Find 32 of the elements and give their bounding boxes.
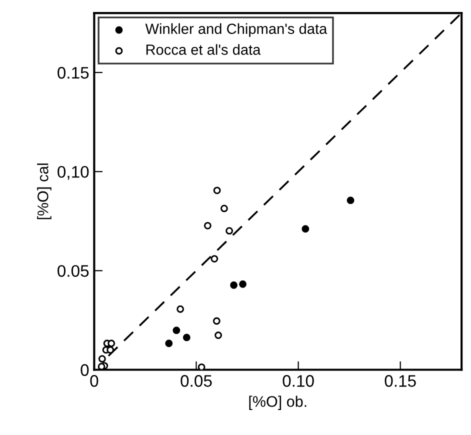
point	[204, 222, 212, 230]
point	[212, 317, 220, 325]
y-tick-label: 0.15	[58, 66, 89, 79]
point	[176, 305, 184, 313]
point	[210, 255, 218, 262]
x-axis-title: [%O] ob.	[249, 396, 306, 410]
point	[172, 326, 180, 334]
x-tick-label: 0.05	[180, 375, 212, 387]
point	[226, 227, 234, 235]
y-tick-label: 0,10	[58, 166, 89, 180]
y-tick-label: 0	[80, 364, 89, 376]
x-tick-label: 0	[90, 375, 98, 387]
point	[213, 186, 221, 194]
point	[98, 362, 106, 370]
y-axis-title: [%O] cal	[37, 164, 52, 220]
point	[98, 355, 106, 363]
legend-label: Winkler and Chipman's data	[145, 23, 328, 37]
point	[220, 204, 228, 212]
legend-label: Rocca et al's data	[146, 44, 261, 55]
point	[230, 281, 238, 289]
point	[165, 340, 173, 348]
point	[302, 225, 310, 233]
point	[214, 332, 222, 339]
point	[108, 340, 116, 348]
point	[346, 196, 354, 204]
point	[182, 334, 190, 342]
y-tick-label: 0.05	[58, 265, 89, 277]
point	[198, 363, 206, 370]
point	[239, 280, 246, 288]
x-tick-label: 0.10	[282, 375, 314, 387]
x-tick-label: 0.15	[384, 375, 416, 387]
point	[106, 346, 114, 354]
